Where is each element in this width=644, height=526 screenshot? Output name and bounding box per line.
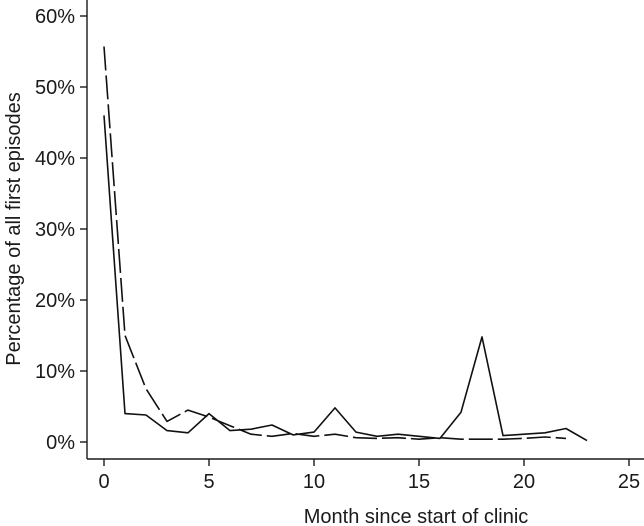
x-tick-label: 0 [98,471,109,493]
series-line-1 [103,115,588,442]
plot-series [103,46,588,442]
x-tick-label: 15 [408,471,430,493]
y-tick-label: 40% [35,148,75,170]
y-axis-ticks: 0% 10% 20% 30% 40% 50% 60% [35,6,87,454]
y-tick-label: 30% [35,219,75,241]
y-tick-label: 0% [46,432,75,454]
x-axis-title: Month since start of clinic [304,506,529,526]
series-line-2 [103,46,567,441]
x-tick-label: 10 [303,471,325,493]
y-tick-label: 60% [35,6,75,28]
x-tick-label: 5 [203,471,214,493]
y-tick-label: 10% [35,361,75,383]
y-tick-label: 20% [35,290,75,312]
x-tick-label: 20 [513,471,535,493]
y-axis-title: Percentage of all first episodes [3,92,25,366]
y-tick-label: 50% [35,77,75,99]
x-axis-ticks: 0 5 10 15 20 25 [98,459,640,493]
x-tick-label: 25 [618,471,640,493]
